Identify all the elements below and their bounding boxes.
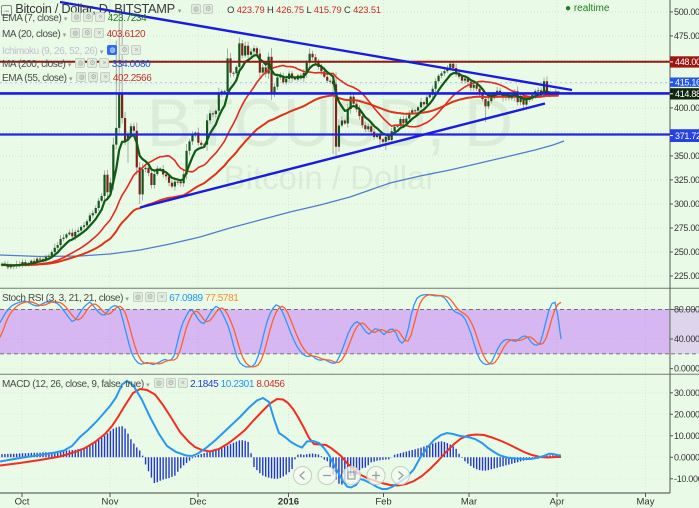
svg-text:20.0000: 20.0000 [674, 409, 699, 419]
svg-text:10.0000: 10.0000 [674, 431, 699, 441]
svg-text:400.00: 400.00 [674, 103, 699, 113]
svg-text:Apr: Apr [550, 497, 565, 508]
svg-text:250.00: 250.00 [674, 247, 699, 257]
svg-text:0.0000: 0.0000 [674, 364, 699, 374]
svg-text:350.00: 350.00 [674, 151, 699, 161]
svg-text:448.00: 448.00 [675, 57, 699, 67]
svg-text:Nov: Nov [102, 497, 119, 508]
svg-text:Oct: Oct [15, 497, 30, 508]
svg-text:40.0000: 40.0000 [674, 334, 699, 344]
svg-text:Feb: Feb [375, 497, 391, 508]
svg-text:May: May [637, 497, 655, 508]
svg-text:0.0000: 0.0000 [674, 452, 699, 462]
svg-text:500.00: 500.00 [674, 7, 699, 17]
svg-text:Dec: Dec [190, 497, 207, 508]
svg-text:325.00: 325.00 [674, 175, 699, 185]
svg-text:225.00: 225.00 [674, 271, 699, 281]
svg-text:415.16: 415.16 [675, 77, 699, 87]
svg-text:371.72: 371.72 [675, 131, 699, 141]
svg-text:475.00: 475.00 [674, 31, 699, 41]
svg-text:275.00: 275.00 [674, 223, 699, 233]
svg-text:2016: 2016 [278, 497, 299, 508]
svg-text:-10.0000: -10.0000 [674, 474, 699, 484]
svg-text:30.0000: 30.0000 [674, 388, 699, 398]
svg-text:300.00: 300.00 [674, 199, 699, 209]
svg-text:414.88: 414.88 [675, 89, 699, 99]
svg-text:Mar: Mar [461, 497, 477, 508]
svg-text:80.0000: 80.0000 [674, 304, 699, 314]
